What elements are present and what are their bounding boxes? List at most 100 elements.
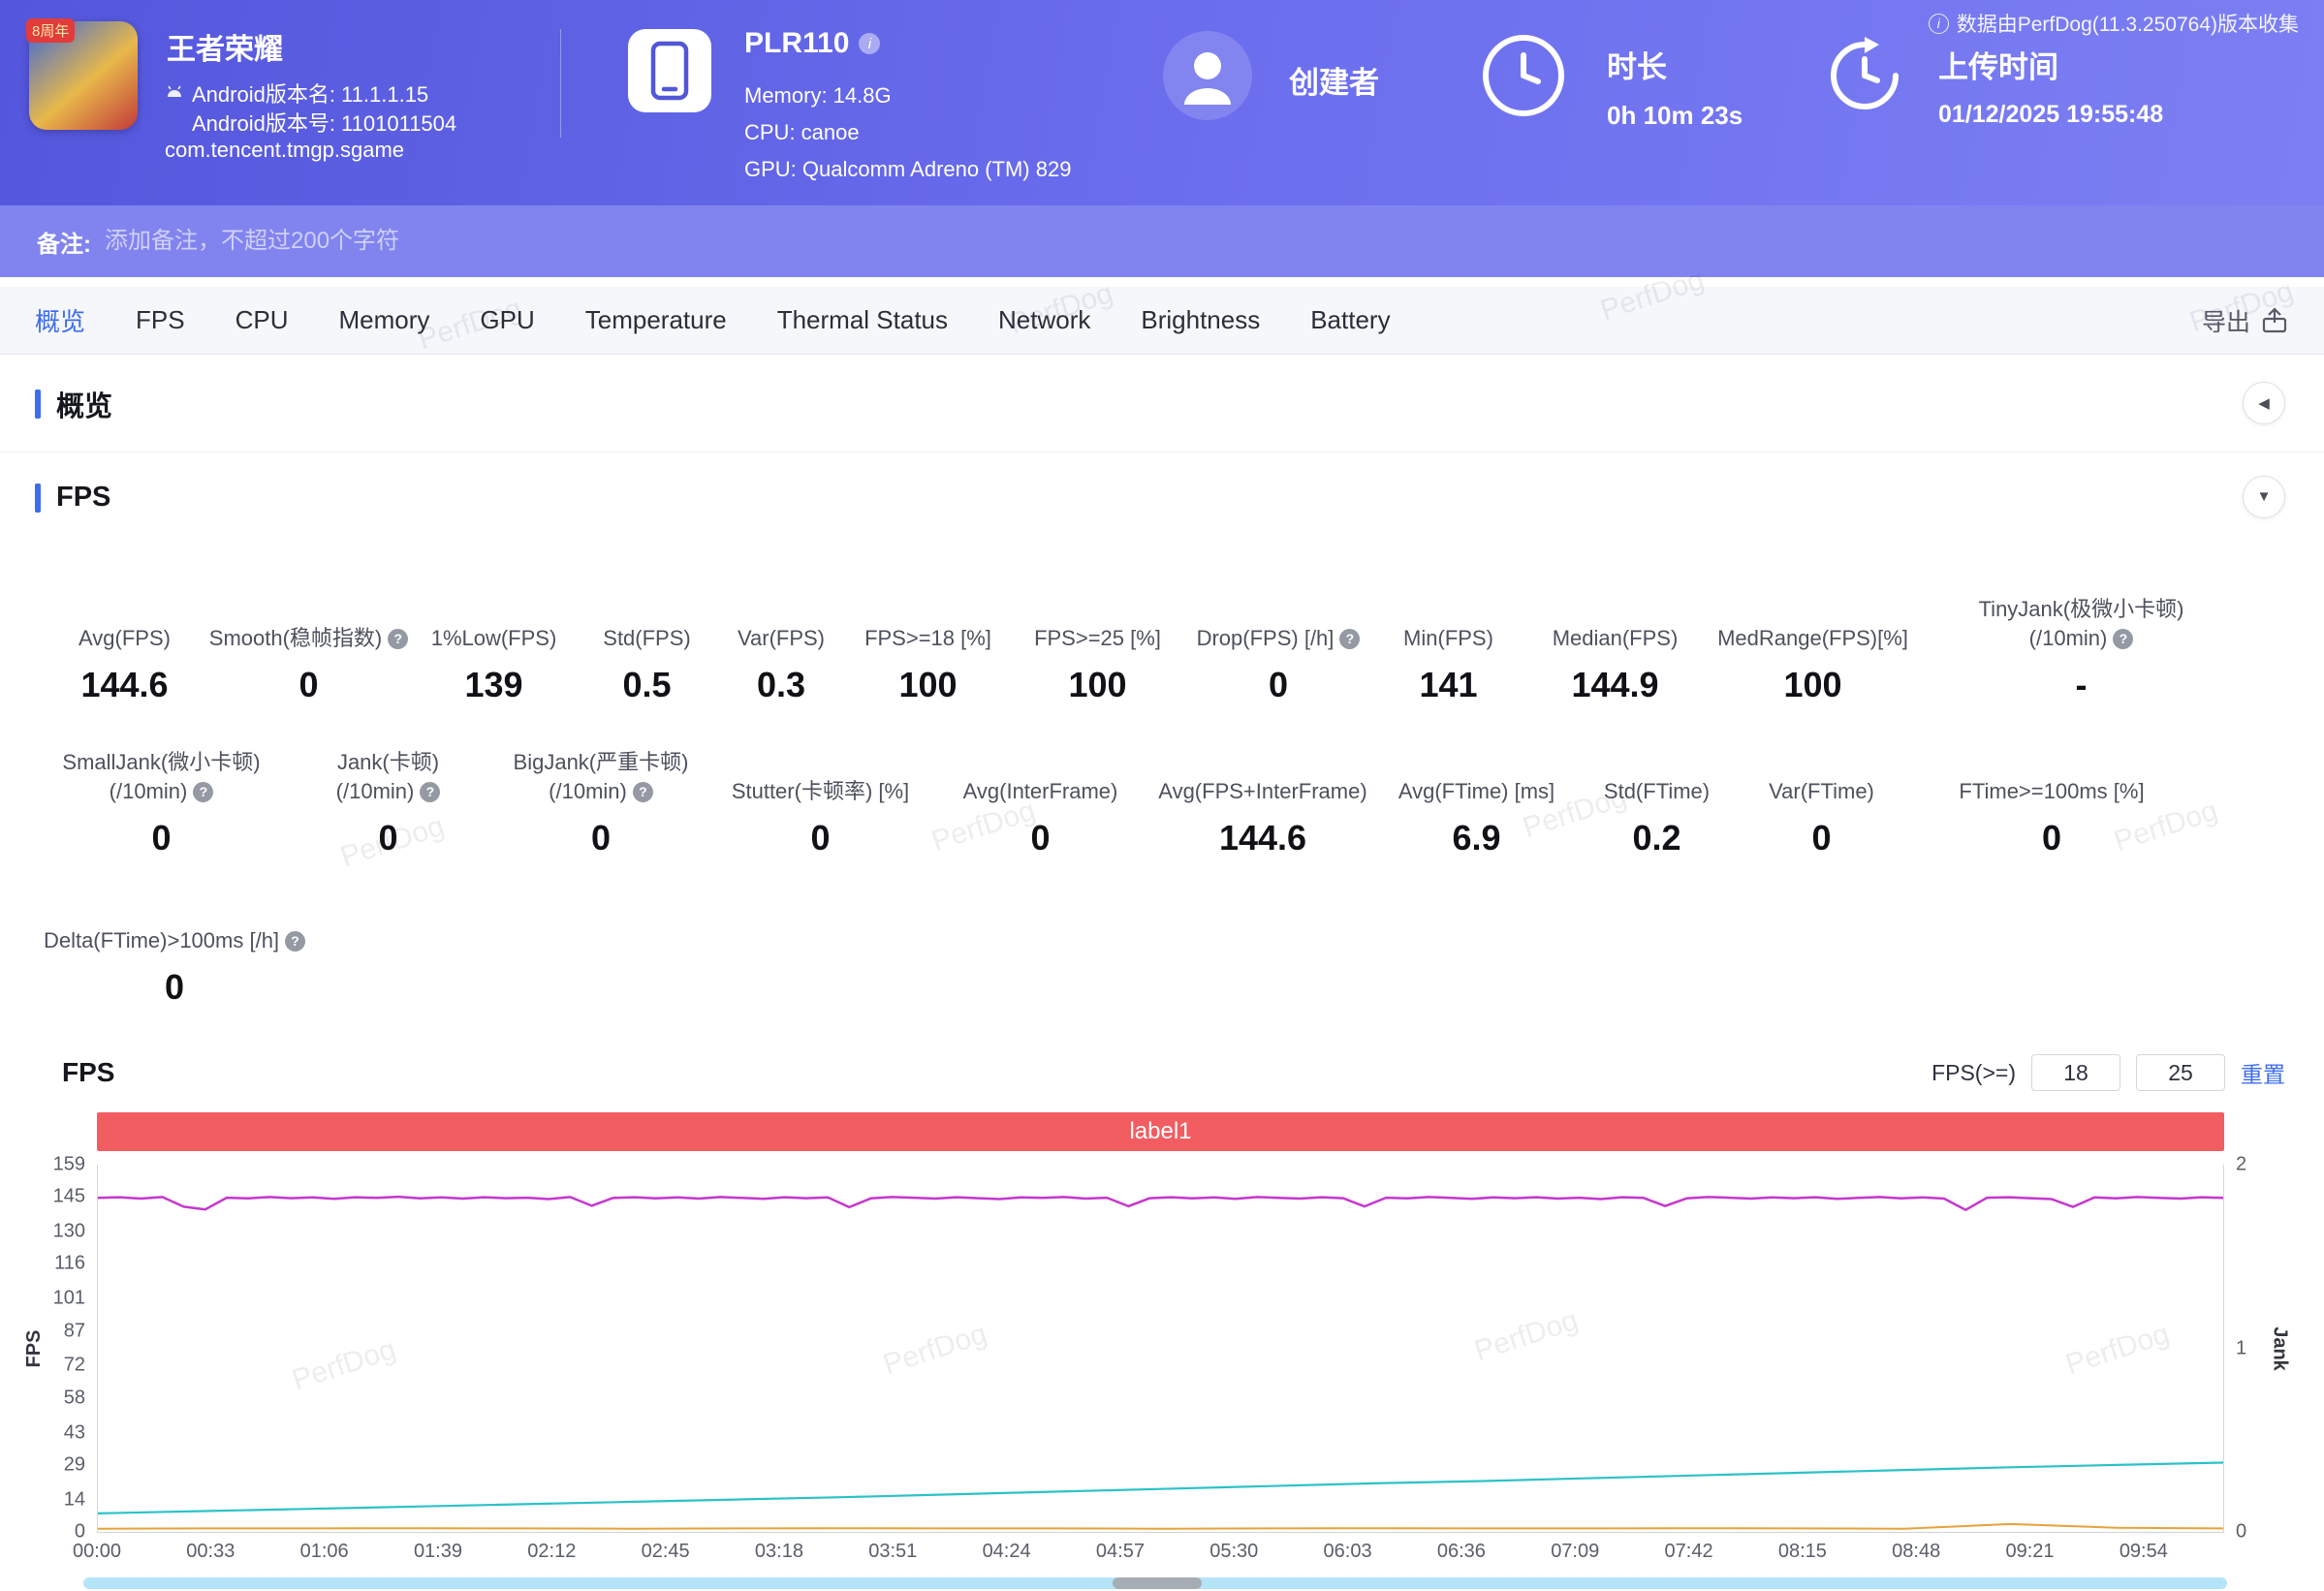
x-axis-tick: 02:12 (527, 1541, 576, 1563)
y-axis-tick-right: 2 (2236, 1154, 2246, 1176)
fps-threshold-input-2[interactable] (2136, 1054, 2225, 1091)
metric-value: 0.5 (581, 665, 713, 705)
tab-fps[interactable]: FPS (136, 305, 185, 335)
metric-label: Median(FPS) (1553, 624, 1679, 653)
anniversary-badge: 8周年 (26, 18, 75, 43)
metric-value: 0 (39, 967, 310, 1008)
metric-label: TinyJank(极微小卡顿) (1979, 595, 2184, 624)
metric-label-line2: (/10min) (2029, 624, 2108, 653)
x-axis-tick: 07:09 (1551, 1541, 1599, 1563)
metric-cell: Stutter(卡顿率) [%]0 (709, 748, 931, 858)
y-axis-tick-left: 29 (64, 1453, 85, 1476)
metric-value: 0 (210, 665, 407, 705)
header-divider (560, 29, 561, 138)
metric-cell: Min(FPS)141 (1368, 595, 1528, 705)
metric-label: Avg(FTime) [ms] (1398, 777, 1555, 806)
metric-cell: Delta(FTime)>100ms [/h]? 0 (39, 897, 310, 1008)
metric-label: Delta(FTime)>100ms [/h] (44, 926, 279, 955)
metric-cell: Jank(卡顿)(/10min)?0 (284, 748, 492, 858)
tab-network[interactable]: Network (998, 305, 1090, 335)
help-icon[interactable]: ? (1339, 629, 1360, 649)
metric-label: Min(FPS) (1403, 624, 1493, 653)
x-axis-tick: 08:15 (1778, 1541, 1827, 1563)
y-axis-tick-left: 101 (53, 1288, 85, 1310)
metric-value: 139 (407, 665, 581, 705)
duration-value: 0h 10m 23s (1607, 101, 1743, 131)
help-icon[interactable]: ? (193, 782, 213, 802)
creator-label: 创建者 (1289, 58, 1379, 102)
help-icon[interactable]: ? (388, 629, 408, 649)
fps-chart-canvas (98, 1165, 2223, 1532)
tab-memory[interactable]: Memory (339, 305, 430, 335)
game-app-icon: 8周年 (29, 21, 138, 130)
device-info-icon[interactable]: i (859, 33, 880, 54)
metrics-row-1: Avg(FPS)144.6Smooth(稳帧指数)?01%Low(FPS)139… (39, 595, 2285, 705)
x-axis-tick: 03:18 (755, 1541, 803, 1563)
metric-cell: FTime>=100ms [%]0 (1906, 748, 2197, 858)
chart-banner-text: label1 (1129, 1118, 1191, 1145)
metric-value: 100 (849, 665, 1007, 705)
tab-gpu[interactable]: GPU (480, 305, 534, 335)
chart-scrollbar[interactable] (83, 1577, 2227, 1589)
metric-value: 0 (1906, 818, 2197, 858)
tab-temperature[interactable]: Temperature (585, 305, 727, 335)
export-label: 导出 (2202, 303, 2250, 338)
reset-link[interactable]: 重置 (2241, 1056, 2285, 1089)
tab-thermal-status[interactable]: Thermal Status (777, 305, 948, 335)
device-cpu: CPU: canoe (744, 120, 860, 145)
help-icon[interactable]: ? (420, 782, 440, 802)
chart-label-banner: label1 (97, 1112, 2224, 1151)
fps-chart: FPS Jank 1591451301161018772584329140210 (97, 1165, 2224, 1533)
fps-threshold-input-1[interactable] (2031, 1054, 2120, 1091)
fps-filter-controls: FPS(>=) 重置 (1931, 1054, 2285, 1091)
y-axis-tick-left: 116 (54, 1253, 85, 1275)
metric-label-line2: (/10min) (549, 777, 627, 806)
help-icon[interactable]: ? (633, 782, 653, 802)
x-axis-tick: 05:30 (1209, 1541, 1258, 1563)
tab-overview[interactable]: 概览 (35, 302, 85, 338)
metric-cell: SmallJank(微小卡顿)(/10min)?0 (39, 748, 284, 858)
metrics-row-2: SmallJank(微小卡顿)(/10min)?0Jank(卡顿)(/10min… (39, 748, 2285, 858)
tab-battery[interactable]: Battery (1310, 305, 1390, 335)
metric-cell: BigJank(严重卡顿)(/10min)?0 (492, 748, 709, 858)
chart-scrollbar-thumb[interactable] (1113, 1577, 1202, 1589)
tab-brightness[interactable]: Brightness (1141, 305, 1260, 335)
overview-collapse-button[interactable]: ◀ (2243, 382, 2285, 424)
export-button[interactable]: 导出 (2202, 303, 2289, 338)
section-accent-bar (35, 390, 41, 419)
metric-value: 144.6 (1149, 818, 1376, 858)
metric-value: 0 (1737, 818, 1906, 858)
info-icon: i (1929, 14, 1949, 34)
metric-value: 0 (931, 818, 1149, 858)
y-axis-tick-left: 130 (53, 1221, 85, 1243)
metric-value: 0.2 (1577, 818, 1737, 858)
overview-title: 概览 (35, 384, 2324, 424)
metric-label: Drop(FPS) [/h] (1197, 624, 1335, 653)
help-icon[interactable]: ? (285, 931, 305, 951)
help-icon[interactable]: ? (2113, 629, 2133, 649)
y-axis-tick-left: 58 (64, 1387, 85, 1409)
collect-info: i 数据由PerfDog(11.3.250764)版本收集 (1929, 9, 2299, 38)
y-axis-tick-left: 159 (53, 1154, 85, 1176)
chevron-down-icon: ▼ (2257, 488, 2272, 505)
metric-label: Var(FPS) (738, 624, 825, 653)
x-axis-tick: 02:45 (642, 1541, 690, 1563)
metric-cell: Avg(FPS+InterFrame) 144.6 (1149, 748, 1376, 858)
x-axis-tick: 00:33 (186, 1541, 235, 1563)
x-axis-tick: 04:24 (983, 1541, 1031, 1563)
metric-cell: Var(FTime)0 (1737, 748, 1906, 858)
metric-label: FPS>=25 [%] (1034, 624, 1161, 653)
export-icon (2260, 306, 2289, 335)
note-label: 备注: (37, 225, 91, 259)
metric-label: SmallJank(微小卡顿) (62, 748, 260, 777)
metric-cell: Avg(FTime) [ms]6.9 (1376, 748, 1577, 858)
note-input[interactable] (105, 228, 977, 255)
tab-cpu[interactable]: CPU (236, 305, 289, 335)
overview-title-text: 概览 (56, 384, 112, 424)
metric-label: Avg(FPS+InterFrame) (1158, 777, 1366, 806)
device-gpu: GPU: Qualcomm Adreno (TM) 829 (744, 157, 1071, 182)
fps-collapse-button[interactable]: ▼ (2243, 476, 2285, 518)
metric-cell: MedRange(FPS)[%]100 (1702, 595, 1924, 705)
metric-value: 144.9 (1528, 665, 1702, 705)
device-model-text: PLR110 (744, 27, 849, 60)
